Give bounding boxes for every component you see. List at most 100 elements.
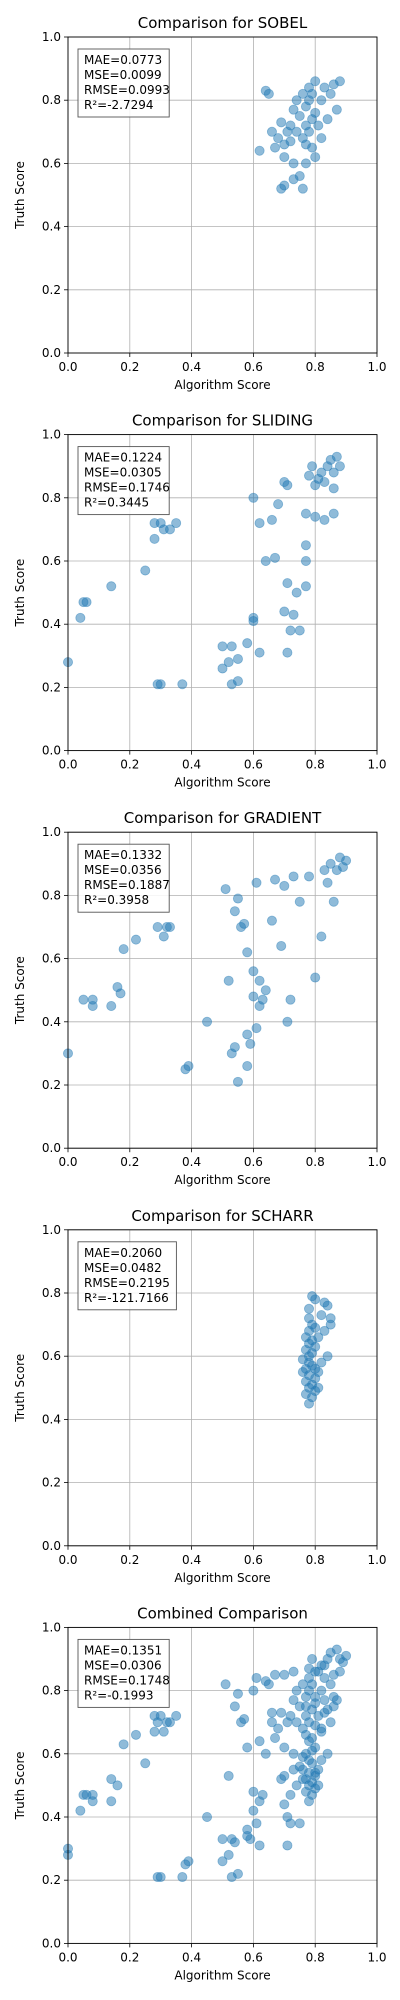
scatter-point (270, 552, 281, 563)
scatter-point (273, 499, 284, 510)
y-axis-label: Truth Score (13, 161, 27, 230)
scatter-point (202, 1812, 213, 1823)
scatter-point (239, 1714, 250, 1725)
scatter-point (254, 1840, 265, 1851)
scatter-point (251, 1672, 262, 1683)
y-tick-label: 0.0 (42, 1539, 61, 1553)
x-tick-label: 0.4 (182, 1155, 201, 1169)
scatter-point (291, 1685, 302, 1696)
scatter-point (152, 679, 163, 690)
scatter-point (310, 76, 321, 87)
scatter-point (248, 492, 259, 503)
scatter-point (257, 994, 268, 1005)
scatter-series (63, 852, 352, 1087)
y-tick-label: 0.2 (42, 283, 61, 297)
scatter-point (297, 88, 308, 99)
scatter-point (164, 524, 175, 535)
chart-panel-4: Comparison for SCHARR 0.0 0.2 0.4 0.6 0.8 1.0 0… (13, 1207, 387, 1585)
chart-title: Combined Comparison (137, 1604, 308, 1622)
y-tick-label: 0.6 (42, 1747, 61, 1761)
scatter-point (248, 966, 259, 977)
scatter-point (279, 1669, 290, 1680)
scatter-point (254, 975, 265, 986)
scatter-point (260, 985, 271, 996)
chart-panel-3: Comparison for GRADIENT 0.0 0.2 0.4 0.6 0.8 1.… (13, 809, 387, 1187)
scatter-point (310, 1341, 321, 1352)
scatter-point (282, 578, 293, 589)
x-tick-label: 0.0 (58, 1155, 77, 1169)
y-axis-label: Truth Score (13, 559, 27, 628)
scatter-point (232, 893, 243, 904)
scatter-point (177, 1872, 188, 1883)
scatter-point (217, 1834, 228, 1845)
stats-box (77, 843, 170, 913)
stats-text: R²=-0.1993 (84, 1688, 154, 1702)
scatter-point (325, 1679, 336, 1690)
y-tick-label: 0.0 (42, 1936, 61, 1950)
x-axis-label: Algorithm Score (174, 1968, 270, 1982)
scatter-point (307, 88, 318, 99)
scatter-point (310, 1742, 321, 1753)
scatter-point (183, 1061, 194, 1072)
x-tick-label: 0.4 (182, 1950, 201, 1964)
scatter-point (328, 896, 339, 907)
plot-frame (67, 434, 378, 752)
scatter-point (229, 1837, 240, 1848)
scatter-point (251, 1818, 262, 1829)
scatter-point (273, 1723, 284, 1734)
y-tick-label: 1.0 (42, 428, 61, 442)
y-tick-label: 0.4 (42, 1412, 61, 1426)
y-tick-label: 0.6 (42, 1349, 61, 1363)
scatter-point (313, 1764, 324, 1775)
scatter-point (288, 158, 299, 169)
scatter-point (260, 1748, 271, 1759)
scatter-point (316, 1357, 327, 1368)
scatter-point (81, 597, 92, 608)
scatter-point (270, 1669, 281, 1680)
scatter-point (106, 581, 117, 592)
scatter-point (300, 581, 311, 592)
scatter-point (316, 1755, 327, 1766)
scatter-point (319, 1672, 330, 1683)
x-axis-label: Algorithm Score (174, 1173, 270, 1187)
scatter-point (248, 1786, 259, 1797)
x-tick-label: 0.0 (58, 1950, 77, 1964)
stats-box (77, 48, 170, 118)
y-axis-label: Truth Score (13, 1751, 27, 1820)
scatter-point (276, 940, 287, 951)
scatter-series (63, 1644, 352, 1883)
scatter-point (279, 1742, 290, 1753)
scatter-point (285, 1789, 296, 1800)
scatter-point (232, 1076, 243, 1087)
scatter-point (245, 1834, 256, 1845)
scatter-point (313, 1382, 324, 1393)
x-tick-label: 1.0 (367, 360, 386, 374)
scatter-point (294, 111, 305, 122)
scatter-point (254, 518, 265, 529)
scatter-point (266, 1717, 277, 1728)
scatter-point (248, 1685, 259, 1696)
scatter-point (288, 1748, 299, 1759)
stats-text: MAE=0.1332 (84, 848, 162, 862)
scatter-point (331, 1644, 342, 1655)
y-tick-label: 0.0 (42, 346, 61, 360)
scatter-point (334, 1666, 345, 1677)
chart-panel-5: Combined Comparison 0.0 0.2 0.4 0.6 0.8 1.0 0.0… (13, 1604, 387, 1982)
scatter-point (310, 1322, 321, 1333)
chart-title: Comparison for SOBEL (138, 14, 308, 32)
x-tick-label: 0.4 (182, 758, 201, 772)
scatter-point (300, 139, 311, 150)
scatter-point (319, 476, 330, 487)
plot-frame (67, 1626, 378, 1944)
scatter-point (291, 587, 302, 598)
scatter-point (164, 1717, 175, 1728)
scatter-point (257, 1789, 268, 1800)
x-tick-label: 0.4 (182, 1553, 201, 1567)
scatter-point (75, 612, 86, 623)
scatter-point (300, 158, 311, 169)
scatter-point (328, 467, 339, 478)
scatter-point (242, 638, 253, 649)
scatter-point (319, 82, 330, 93)
stats-box (77, 1241, 177, 1311)
